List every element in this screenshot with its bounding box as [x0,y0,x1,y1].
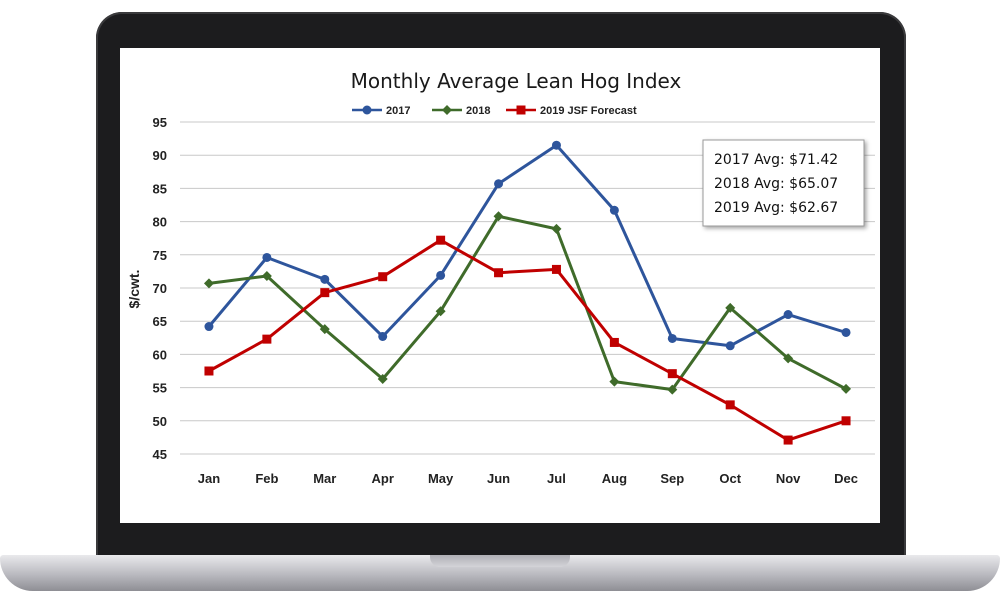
data-point-2019-jsf-forecast [320,288,330,298]
data-point-2018 [609,376,620,387]
avg-2019: 2019 Avg: $62.67 [714,200,838,216]
legend: 2017 2018 2019 JSF Forecast [352,105,637,117]
legend-label-2019: 2019 JSF Forecast [540,105,637,117]
data-point-2018 [725,302,736,313]
data-point-2017 [725,341,735,351]
data-point-2017 [667,333,677,343]
y-tick-label: 85 [153,181,167,196]
y-tick-label: 95 [153,115,167,130]
x-tick-label: Jul [547,471,566,486]
data-point-2019-jsf-forecast [783,435,793,445]
data-point-2019-jsf-forecast [204,366,214,376]
x-tick-label: Nov [776,471,801,486]
legend-marker-2018 [442,105,452,115]
data-point-2019-jsf-forecast [725,400,735,410]
data-point-2017 [494,179,504,189]
data-point-2019-jsf-forecast [551,264,561,274]
data-point-2019-jsf-forecast [667,369,677,379]
y-tick-label: 90 [153,148,167,163]
legend-label-2018: 2018 [466,105,490,117]
legend-label-2017: 2017 [386,105,410,117]
data-point-2018 [841,383,852,394]
data-point-2017 [320,274,330,284]
data-point-2019-jsf-forecast [378,272,388,282]
data-point-2018 [493,211,504,222]
x-tick-label: Feb [255,471,278,486]
avg-2018: 2018 Avg: $65.07 [714,176,838,192]
data-point-2017 [378,331,388,341]
data-point-2017 [204,322,214,332]
data-point-2017 [551,140,561,150]
series-lines [203,140,852,445]
chart-title: Monthly Average Lean Hog Index [351,69,682,93]
x-tick-label: Sep [660,471,684,486]
y-tick-label: 50 [153,414,167,429]
data-point-2019-jsf-forecast [841,416,851,426]
y-axis-label: $/cwt. [126,270,142,309]
legend-marker-2019 [516,105,526,115]
data-point-2019-jsf-forecast [436,235,446,245]
data-point-2018 [435,306,446,317]
series-line-2017 [207,143,847,348]
laptop-notch [430,555,570,567]
legend-marker-2017 [362,105,372,115]
y-tick-label: 60 [153,347,167,362]
data-point-2017 [262,252,272,262]
averages-box: 2017 Avg: $71.42 2018 Avg: $65.07 2019 A… [702,139,865,227]
x-tick-label: Aug [602,471,627,486]
y-tick-label: 70 [153,281,167,296]
data-point-2017 [841,327,851,337]
x-axis-ticks: Jan Feb Mar Apr May Jun Jul Aug Sep Oct Nov Dec [198,471,858,486]
laptop-screen [120,48,880,523]
x-tick-label: Jan [198,471,220,486]
series-line-2018 [208,214,847,392]
data-point-2019-jsf-forecast [494,268,504,278]
x-tick-label: Dec [834,471,858,486]
y-tick-label: 75 [153,248,167,263]
y-tick-label: 65 [153,314,167,329]
data-point-2018 [783,353,794,364]
data-point-2019-jsf-forecast [609,337,619,347]
data-point-2018 [261,271,272,282]
x-tick-label: May [428,471,454,486]
data-point-2017 [436,270,446,280]
data-point-2018 [667,384,678,395]
x-tick-label: Mar [313,471,336,486]
data-point-2019-jsf-forecast [262,334,272,344]
data-point-2017 [783,310,793,320]
x-tick-label: Apr [372,471,394,486]
y-axis-ticks: 95 90 85 80 75 70 65 60 55 50 45 [153,115,167,462]
avg-2017: 2017 Avg: $71.42 [714,152,838,168]
x-tick-label: Jun [487,471,510,486]
series-line-2019-jsf-forecast [208,238,847,442]
data-point-2018 [551,223,562,234]
y-tick-label: 45 [153,447,167,462]
data-point-2017 [609,205,619,215]
y-tick-label: 80 [153,215,167,230]
x-tick-label: Oct [719,471,741,486]
data-point-2018 [377,373,388,384]
data-point-2018 [319,324,330,335]
y-tick-label: 55 [153,381,167,396]
data-point-2018 [203,278,214,289]
